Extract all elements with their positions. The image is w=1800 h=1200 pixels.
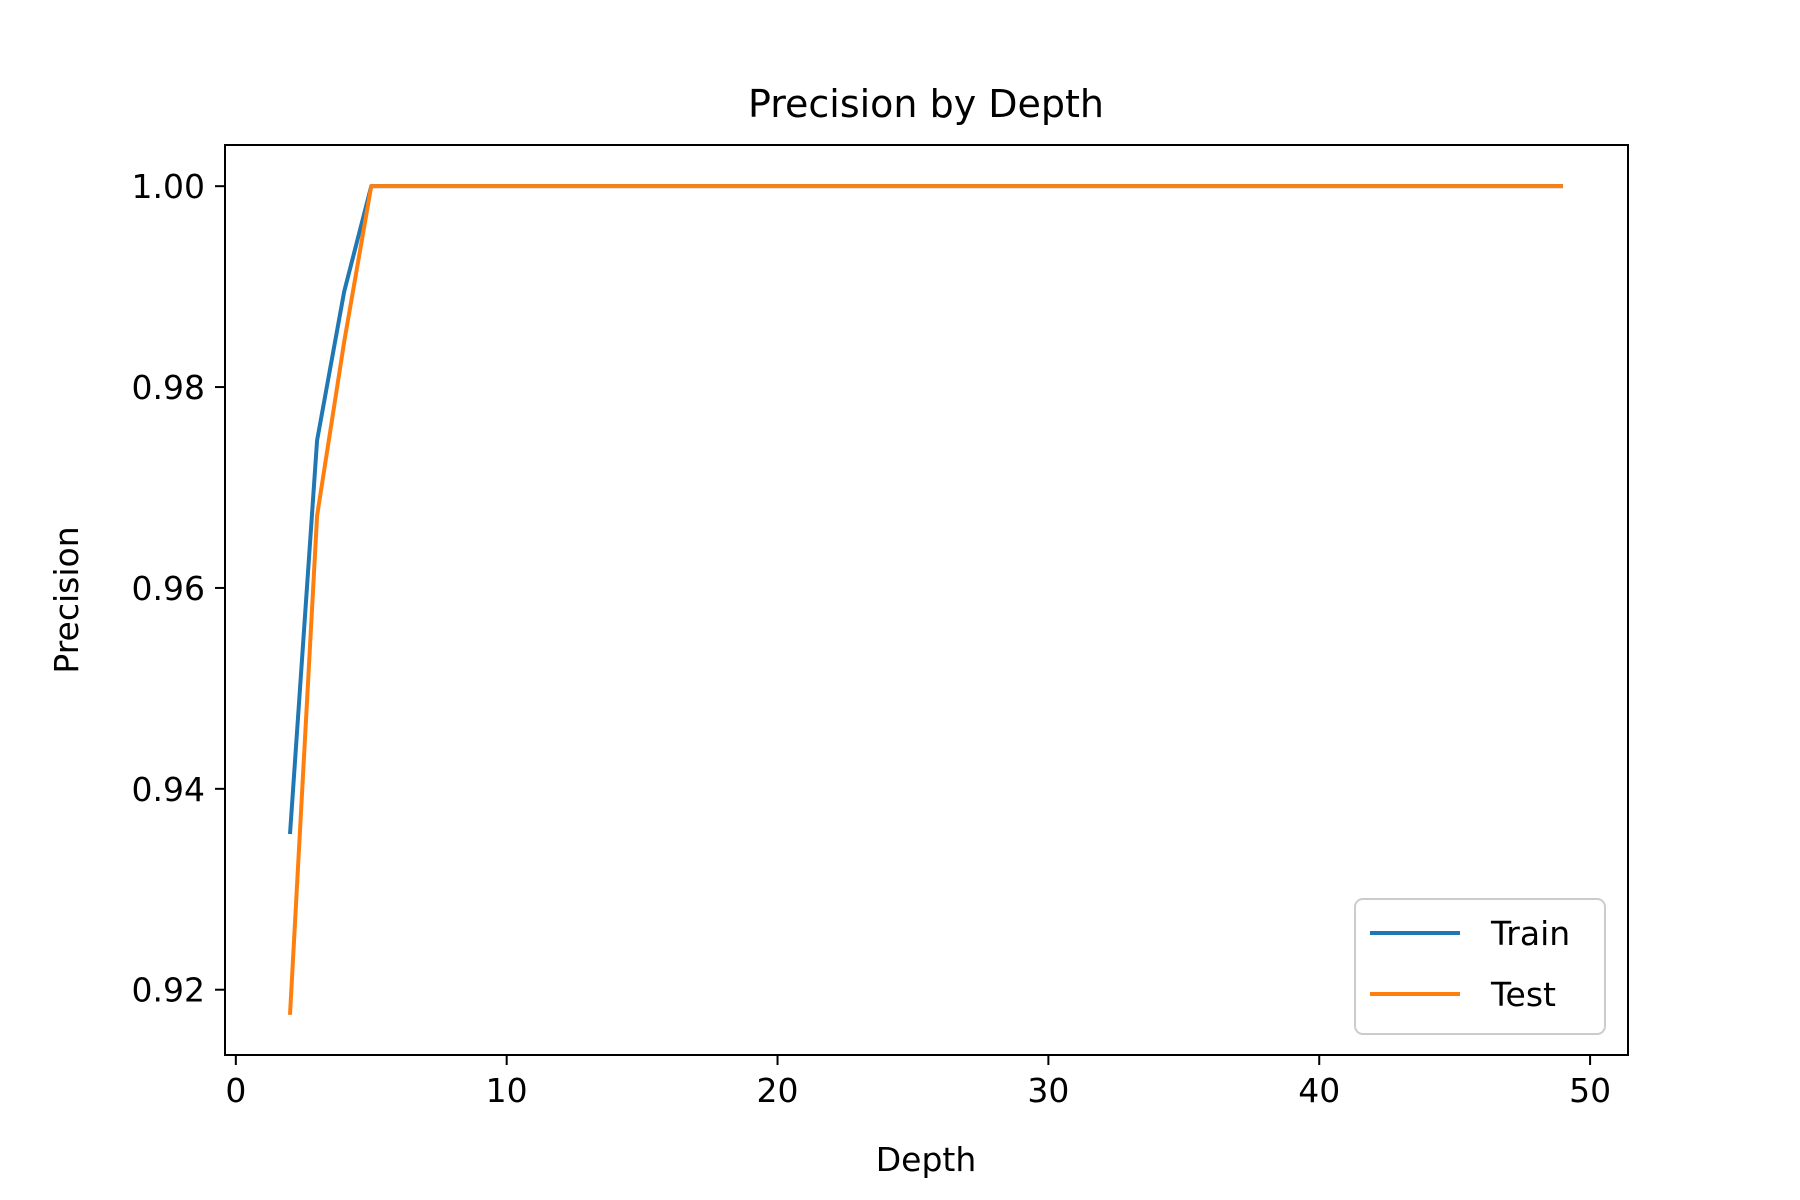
x-axis-ticks: 0 10 20 30 40 50	[225, 1055, 1611, 1110]
x-tick-label: 40	[1298, 1071, 1340, 1110]
y-tick-label: 0.94	[132, 770, 205, 809]
x-tick-label: 30	[1027, 1071, 1069, 1110]
legend-label-train: Train	[1490, 914, 1570, 953]
y-tick-label: 1.00	[132, 167, 205, 206]
x-tick-label: 50	[1569, 1071, 1611, 1110]
y-tick-label: 0.98	[132, 368, 205, 407]
x-tick-label: 10	[486, 1071, 528, 1110]
y-tick-label: 0.92	[132, 971, 205, 1010]
x-tick-label: 0	[225, 1071, 246, 1110]
chart-title: Precision by Depth	[748, 82, 1104, 126]
y-axis-label: Precision	[47, 526, 86, 673]
y-tick-label: 0.96	[132, 569, 205, 608]
legend-label-test: Test	[1490, 975, 1556, 1014]
y-axis-ticks: 0.92 0.94 0.96 0.98 1.00	[132, 167, 225, 1010]
x-axis-label: Depth	[876, 1140, 977, 1179]
x-tick-label: 20	[757, 1071, 799, 1110]
legend: Train Test	[1354, 898, 1606, 1035]
plot-frame	[224, 144, 1629, 1056]
series-lines	[288, 184, 1563, 1015]
series-line-test	[288, 184, 1563, 1015]
